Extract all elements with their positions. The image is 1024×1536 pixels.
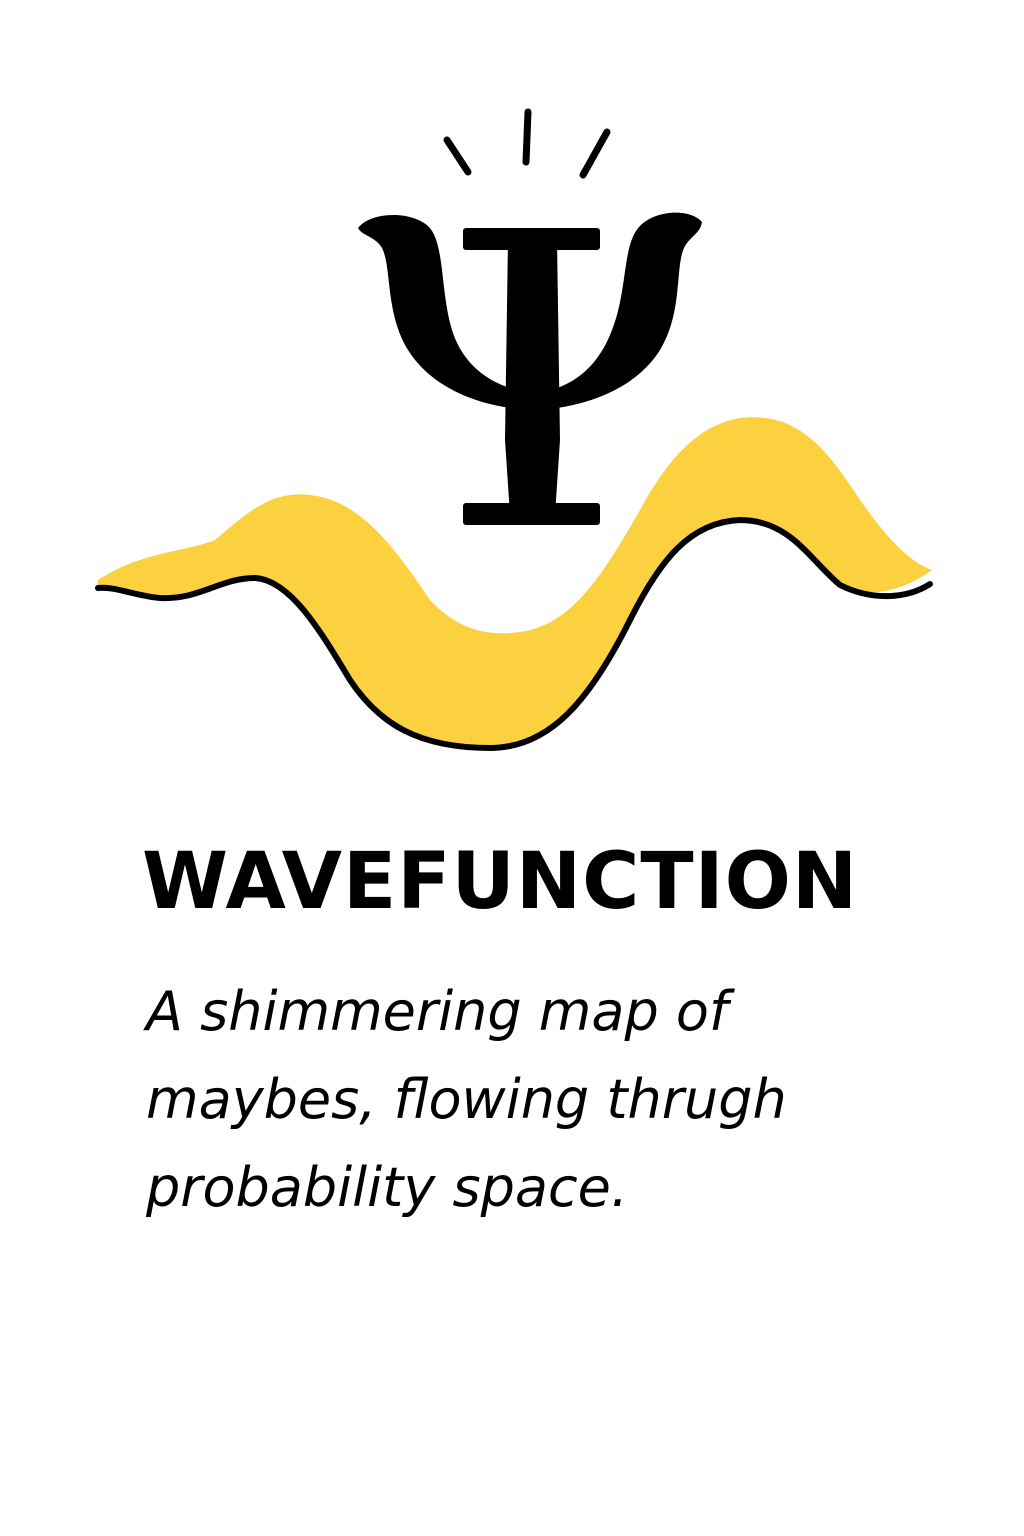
tagline-line: A shimmering map of	[146, 980, 728, 1043]
psi-symbol-icon	[358, 212, 702, 525]
tagline-line: maybes, flowing thrugh	[146, 1068, 787, 1131]
card-title: WAVEFUNCTION	[142, 837, 859, 927]
wave-icon	[98, 417, 932, 748]
tagline: A shimmering map of maybes, flowing thru…	[146, 968, 946, 1232]
tagline-line: probability space.	[146, 1156, 629, 1219]
wave-outline	[95, 517, 933, 751]
wavefunction-illustration	[95, 108, 933, 751]
spark-rays-icon	[443, 108, 611, 179]
